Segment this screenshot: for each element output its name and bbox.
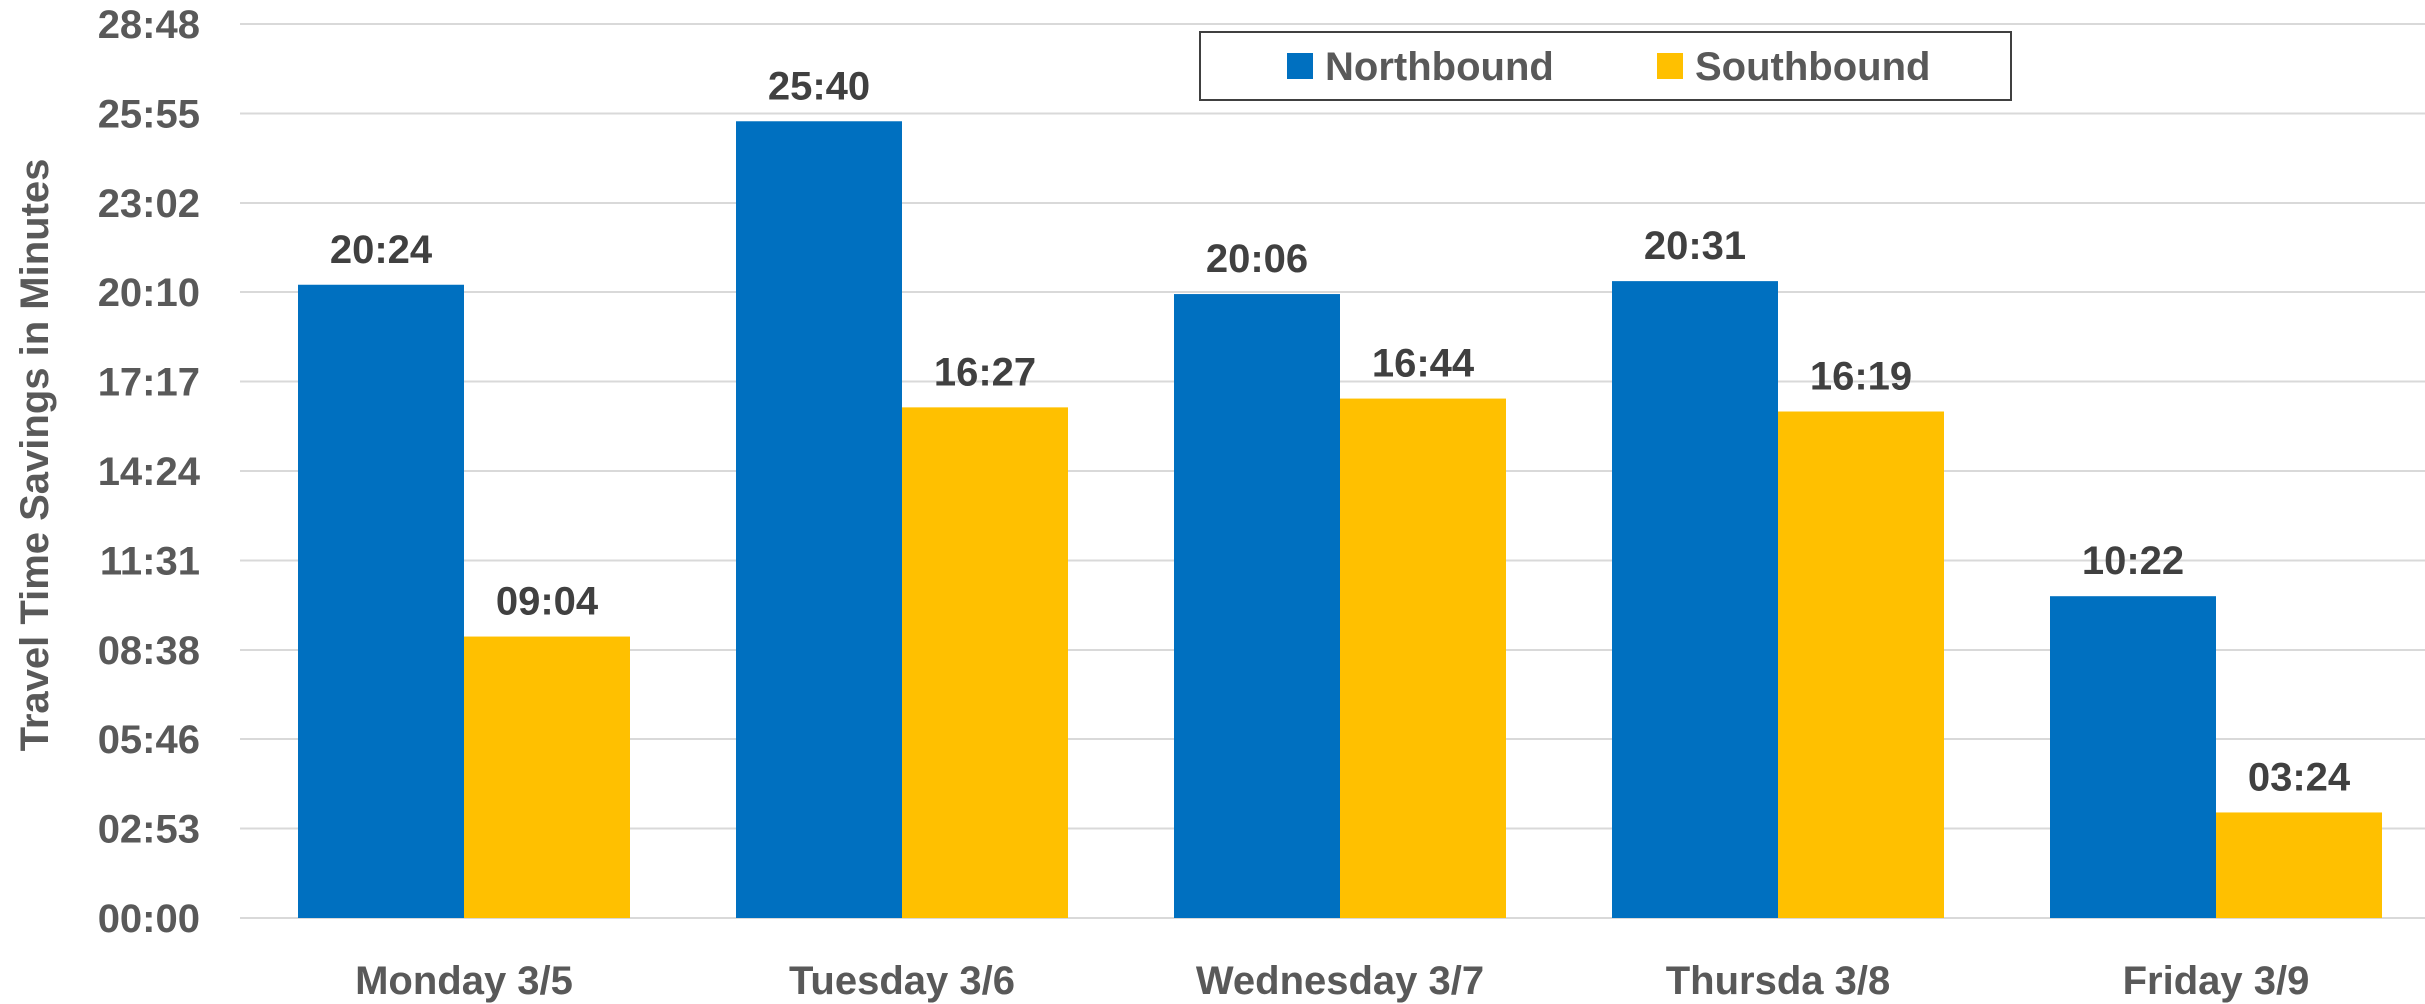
y-tick-label: 02:53: [98, 807, 200, 851]
legend: Northbound Southbound: [1199, 31, 2012, 101]
y-tick-label: 00:00: [98, 897, 200, 941]
legend-swatch-northbound: [1287, 53, 1313, 79]
legend-label-northbound: Northbound: [1325, 45, 1554, 89]
data-label-northbound-2: 20:06: [1206, 237, 1308, 281]
bar-northbound-1: [736, 121, 902, 918]
y-tick-label: 11:31: [100, 540, 200, 584]
x-category-label: Tuesday 3/6: [789, 959, 1015, 1003]
data-label-southbound-0: 09:04: [496, 580, 599, 624]
data-labels: 20:24 09:04 25:40 16:27 20:06 16:44 20:31 16:19…: [330, 64, 2351, 799]
bar-northbound-0: [298, 284, 464, 918]
bar-southbound-0: [464, 636, 630, 918]
x-category-label: Friday 3/9: [2123, 959, 2310, 1003]
data-label-northbound-0: 20:24: [330, 228, 433, 272]
bar-southbound-2: [1340, 398, 1506, 918]
bar-northbound-2: [1174, 294, 1340, 918]
data-label-northbound-3: 20:31: [1644, 224, 1746, 268]
bar-southbound-4: [2216, 812, 2382, 918]
legend-box: [1199, 31, 2012, 101]
data-label-northbound-1: 25:40: [768, 64, 870, 108]
x-category-label: Thursda 3/8: [1666, 959, 1891, 1003]
y-tick-label: 23:02: [98, 182, 200, 226]
x-category-label: Monday 3/5: [355, 959, 573, 1003]
bar-southbound-1: [902, 407, 1068, 918]
y-tick-label: 14:24: [98, 450, 201, 494]
bar-northbound-4: [2050, 596, 2216, 918]
y-axis-title: Travel Time Savings in Minutes: [13, 159, 57, 752]
data-label-northbound-4: 10:22: [2082, 539, 2184, 583]
bar-northbound-3: [1612, 281, 1778, 918]
bar-southbound-3: [1778, 411, 1944, 918]
x-axis-categories: Monday 3/5 Tuesday 3/6 Wednesday 3/7 Thursd…: [355, 959, 2309, 1003]
y-tick-label: 17:17: [98, 360, 200, 404]
y-tick-label: 25:55: [98, 93, 200, 137]
data-label-southbound-2: 16:44: [1372, 342, 1475, 386]
data-label-southbound-1: 16:27: [934, 350, 1036, 394]
data-label-southbound-4: 03:24: [2248, 755, 2351, 799]
data-label-southbound-3: 16:19: [1810, 355, 1912, 399]
legend-swatch-southbound: [1657, 53, 1683, 79]
legend-label-southbound: Southbound: [1695, 45, 1930, 89]
y-tick-label: 28:48: [98, 3, 200, 47]
x-category-label: Wednesday 3/7: [1196, 959, 1484, 1003]
y-tick-label: 20:10: [98, 271, 200, 315]
y-tick-label: 08:38: [98, 629, 200, 673]
y-tick-label: 05:46: [98, 718, 200, 762]
y-axis-ticks: 00:00 02:53 05:46 08:38 11:31 14:24 17:17 20:10…: [98, 3, 201, 941]
bars: [298, 121, 2382, 918]
